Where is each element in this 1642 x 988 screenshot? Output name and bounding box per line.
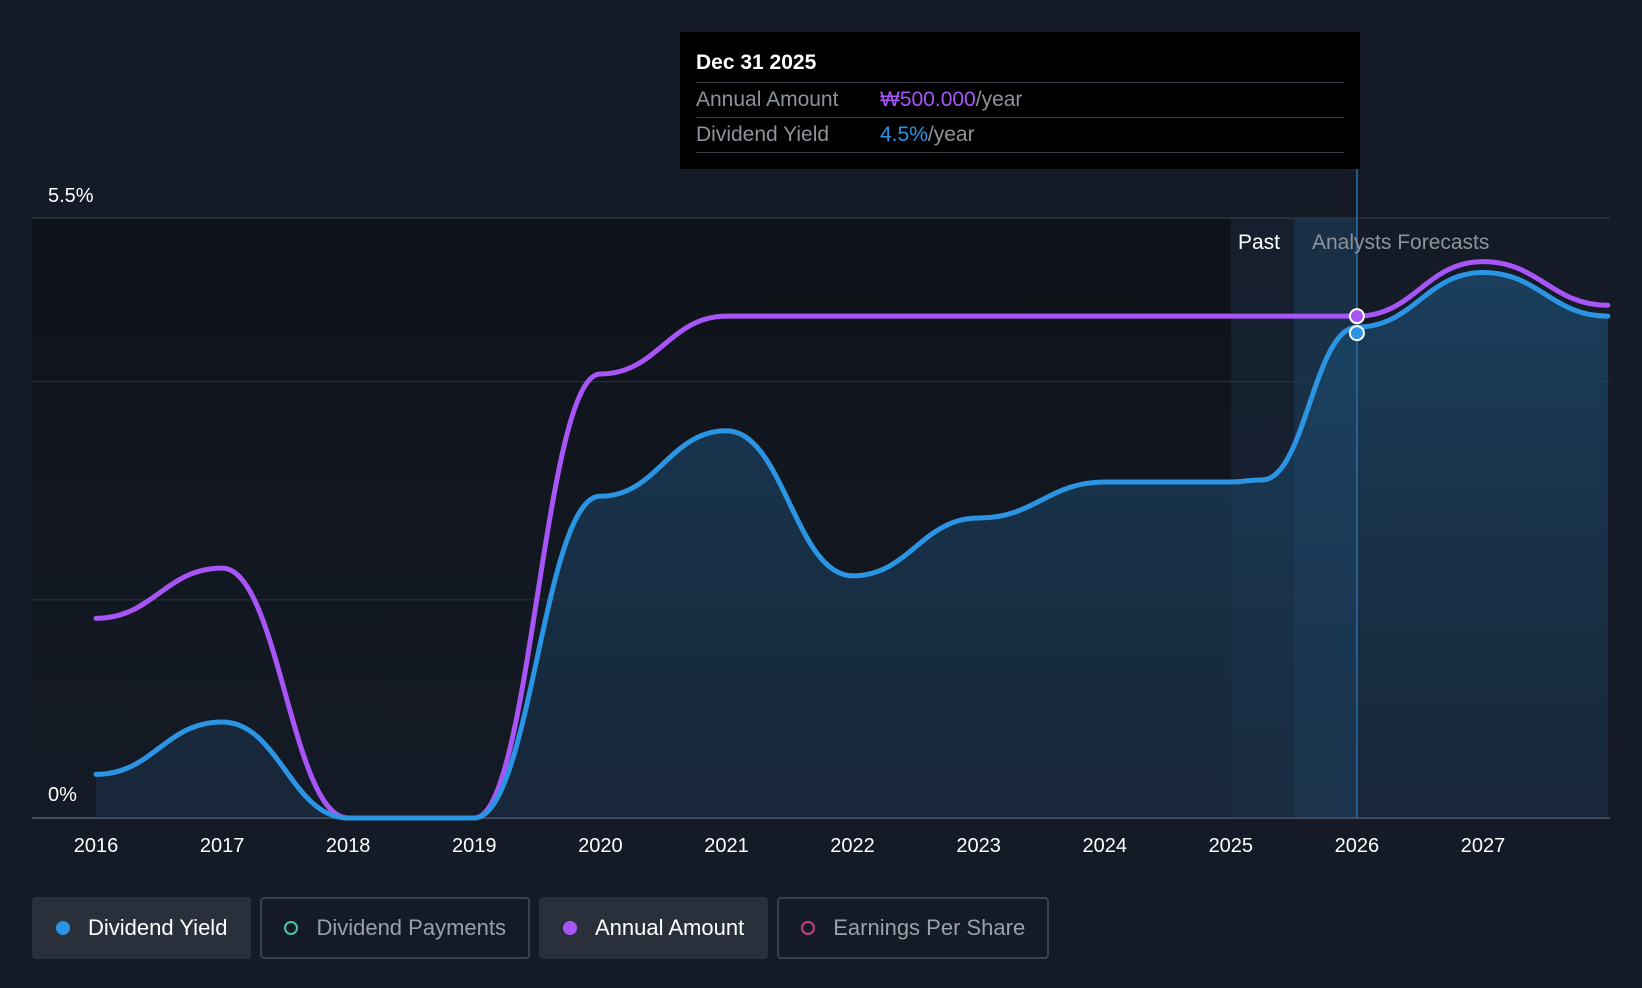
dividend-yield-line [93, 270, 1611, 821]
x-tick-label: 2025 [1209, 835, 1254, 857]
tooltip-label: Annual Amount [696, 88, 839, 111]
earnings-per-share-ring-icon [801, 921, 816, 935]
tooltip-unit: /year [927, 123, 975, 146]
tooltip-label: Dividend Yield [696, 123, 830, 146]
dividend-yield-dot-icon [56, 921, 70, 935]
past-label: Past [1238, 231, 1280, 254]
x-tick-label: 2026 [1335, 835, 1380, 857]
chart-legend: Dividend Yield Dividend Payments Annual … [32, 897, 1050, 959]
legend-label: Dividend Yield [88, 915, 228, 940]
dividend-payments-ring-icon [284, 921, 299, 935]
tooltip-row-dividend-yield: Dividend Yield 4.5% /year [696, 118, 1344, 153]
data-tooltip: Dec 31 2025 Annual Amount ₩500.000 /year… [680, 32, 1360, 169]
legend-label: Annual Amount [594, 915, 745, 940]
legend-label: Dividend Payments [316, 915, 506, 940]
x-tick-label: 2016 [74, 835, 119, 857]
tooltip-value: 4.5% [880, 123, 928, 146]
forecast-label: Analysts Forecasts [1312, 231, 1489, 254]
x-tick-label: 2024 [1082, 835, 1127, 857]
legend-dividend-payments[interactable]: Dividend Payments [260, 897, 530, 959]
tooltip-value: ₩500.000 [880, 88, 976, 111]
x-tick-label: 2018 [326, 835, 371, 857]
x-tick-label: 2023 [956, 835, 1001, 857]
x-tick-label: 2017 [200, 835, 245, 857]
dividend-chart: 5.5% 0% 2016 2017 2018 2019 2020 2021 2022 2023 20… [32, 168, 1611, 857]
legend-dividend-yield[interactable]: Dividend Yield [32, 897, 252, 959]
x-tick-label: 2022 [830, 835, 875, 857]
x-tick-label: 2021 [704, 835, 749, 857]
x-tick-label: 2027 [1461, 835, 1506, 857]
legend-label: Earnings Per Share [833, 915, 1026, 940]
tooltip-date: Dec 31 2025 [696, 48, 1344, 83]
dividend-yield-marker [1348, 325, 1365, 342]
annual-amount-marker [1348, 308, 1365, 325]
dividend-yield-area [96, 272, 1608, 819]
legend-annual-amount[interactable]: Annual Amount [538, 897, 769, 959]
y-tick-label: 5.5% [48, 185, 94, 207]
legend-earnings-per-share[interactable]: Earnings Per Share [777, 897, 1050, 959]
x-tick-label: 2019 [452, 835, 497, 857]
tooltip-row-annual-amount: Annual Amount ₩500.000 /year [696, 83, 1344, 118]
annual-amount-dot-icon [562, 921, 577, 935]
tooltip-unit: /year [975, 88, 1023, 111]
y-tick-label: 0% [48, 784, 77, 806]
x-tick-label: 2020 [578, 835, 623, 857]
